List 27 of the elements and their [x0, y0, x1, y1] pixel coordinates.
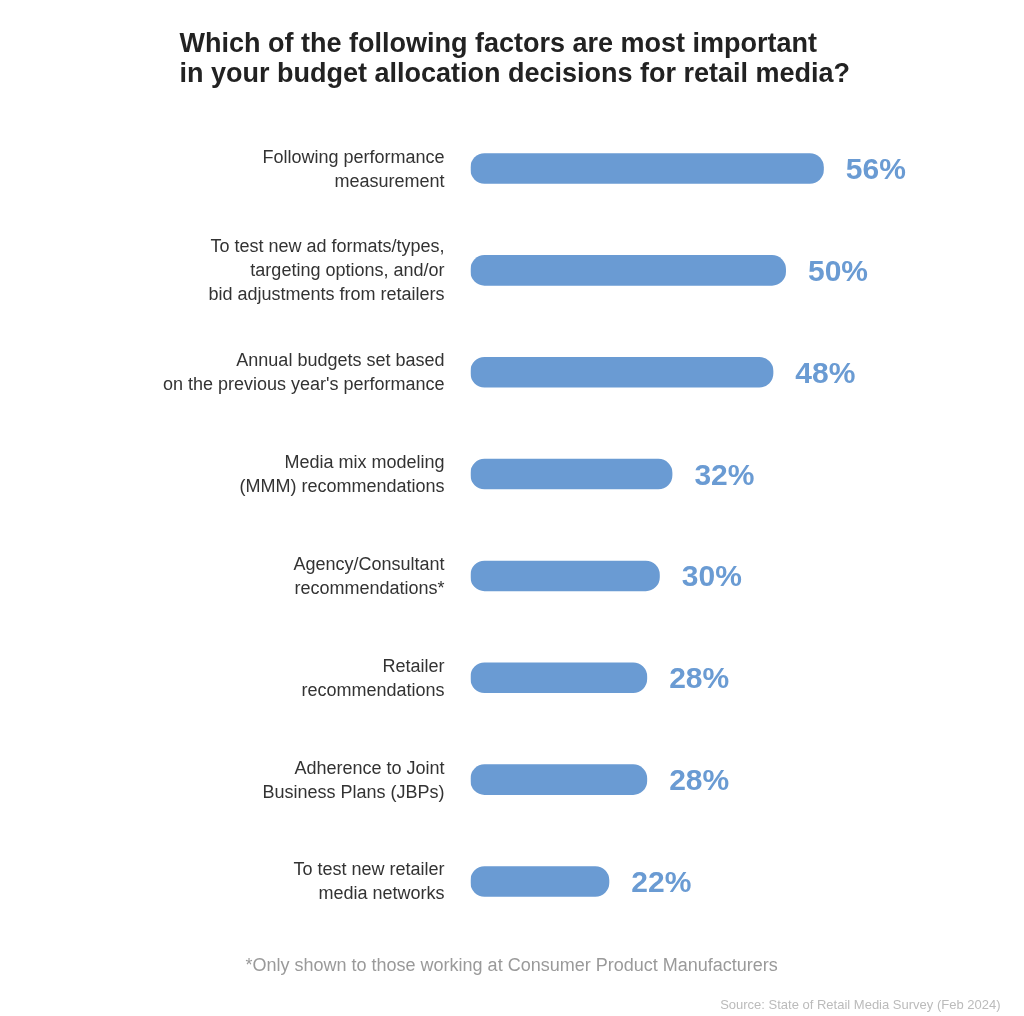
y-tick-label: Media mix modeling (MMM) recommendations [239, 452, 445, 497]
y-tick-label: Agency/Consultant recommendations* [293, 553, 445, 598]
bar [470, 662, 648, 694]
y-tick-label: Adherence to Joint Business Plans (JBPs) [262, 757, 445, 802]
bar [470, 560, 660, 592]
y-tick-label: Following performance measurement [262, 146, 445, 191]
data-label: 32% [694, 457, 755, 491]
y-tick-label: To test new retailer media networks [293, 859, 445, 904]
bar [470, 356, 774, 388]
source-note: Source: State of Retail Media Survey (Feb 2024) [720, 996, 1001, 1012]
data-label: 48% [795, 355, 856, 389]
bar [470, 255, 786, 286]
bar [470, 458, 673, 490]
chart-title: Which of the following factors are most important in your budget allocation decisions for retail media? [179, 27, 851, 88]
data-label: 50% [807, 253, 869, 287]
bar [470, 764, 648, 795]
y-tick-label: Annual budgets set based on the previous year's performance [162, 350, 445, 395]
data-label: 28% [669, 763, 730, 797]
data-label: 28% [669, 661, 730, 695]
y-tick-label: Retailer recommendations [301, 655, 445, 700]
y-tick-label: To test new ad formats/types, targeting options, and/or bid adjustments from retailers [208, 236, 445, 305]
data-label: 22% [631, 864, 692, 898]
bar [470, 866, 610, 897]
data-label: 30% [681, 559, 742, 593]
text: *Only shown to those working at Consumer Product Manufacturers [245, 954, 778, 975]
data-label: 56% [845, 152, 906, 186]
bar [470, 153, 824, 184]
